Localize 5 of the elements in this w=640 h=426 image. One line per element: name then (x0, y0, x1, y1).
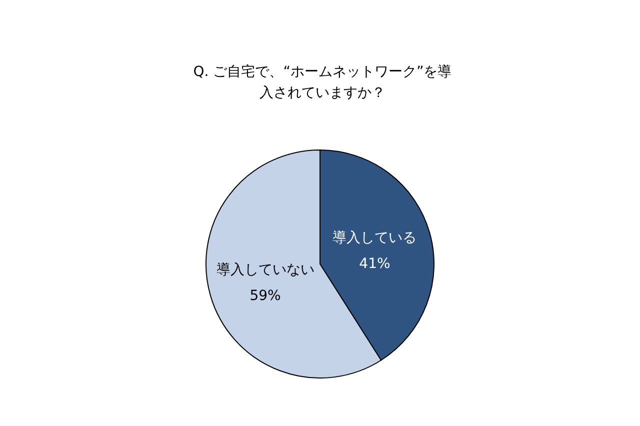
data-label: 59% (250, 288, 281, 304)
slice-label: 導入している (332, 230, 417, 246)
slice-label: 導入していない (216, 262, 314, 278)
chart-title: Q. ご自宅で、“ホームネットワーク”を導入されていますか？ (192, 63, 453, 103)
data-label: 41% (359, 256, 390, 272)
